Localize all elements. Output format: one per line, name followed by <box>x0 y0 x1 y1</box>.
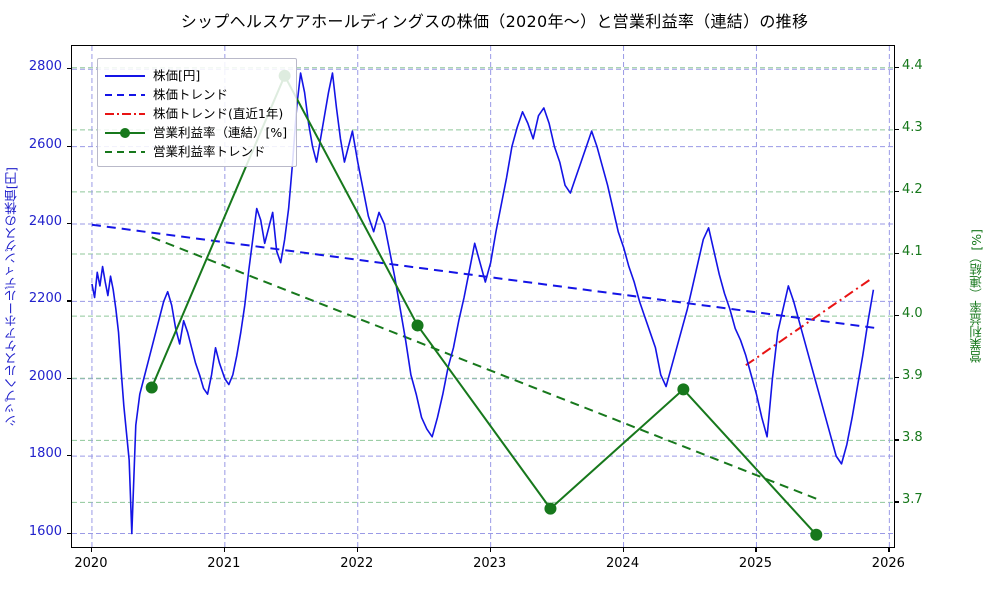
y-tick-left: 2400 <box>28 213 62 229</box>
y-tick-mark-right <box>895 253 899 255</box>
x-tick: 2022 <box>340 556 374 571</box>
legend-label: 株価トレンド <box>153 87 229 102</box>
y-tick-left: 2600 <box>28 136 62 152</box>
legend-swatch <box>105 106 145 120</box>
y-tick-mark-left <box>67 222 71 225</box>
y-tick-right: 3.8 <box>902 430 923 446</box>
chart-legend: 株価[円] 株価トレンド株価トレンド(直近1年) 営業利益率（連結）[%] 営業利益率… <box>97 58 298 167</box>
x-tick: 2026 <box>871 556 905 571</box>
x-tick-mark <box>223 548 226 552</box>
x-tick: 2020 <box>74 556 108 571</box>
legend-swatch <box>105 68 145 82</box>
y-tick-left: 1800 <box>28 446 62 462</box>
y-tick-mark-right <box>895 66 899 68</box>
x-tick-mark <box>90 548 93 552</box>
legend-item-4[interactable]: 営業利益率トレンド <box>105 141 287 160</box>
data-point-marker <box>810 528 823 541</box>
y-tick-right: 4.1 <box>902 244 923 260</box>
legend-item-1[interactable]: 株価トレンド <box>105 84 287 103</box>
x-tick-mark <box>489 548 491 552</box>
y-axis-right-label: 営業利益率（連結）[%] <box>966 45 986 548</box>
y-tick-mark-left <box>67 377 71 379</box>
chart-title: シップヘルスケアホールディングスの株価（2020年～）と営業利益率（連結）の推移 <box>180 12 809 31</box>
y-tick-mark-right <box>895 190 899 193</box>
data-point-marker <box>677 383 690 396</box>
y-tick-right: 3.9 <box>902 368 923 384</box>
legend-item-2[interactable]: 株価トレンド(直近1年) <box>105 103 287 122</box>
y-tick-mark-right <box>895 501 899 503</box>
y-tick-right: 4.2 <box>902 181 923 197</box>
x-tick-mark <box>622 548 624 552</box>
y-tick-mark-left <box>67 455 71 457</box>
x-tick: 2021 <box>207 556 241 571</box>
x-tick: 2023 <box>473 556 507 571</box>
y-tick-mark-left <box>67 68 71 70</box>
trendline <box>745 279 870 367</box>
y-tick-right: 3.7 <box>902 492 923 508</box>
x-tick-mark <box>356 548 358 552</box>
y-axis-right-label-text: 営業利益率（連結）[%] <box>968 229 984 364</box>
series-line <box>91 72 875 535</box>
y-tick-right: 4.0 <box>902 306 923 322</box>
y-tick-mark-left <box>67 300 71 302</box>
trendlines-group <box>91 223 877 500</box>
y-tick-mark-right <box>895 128 899 131</box>
legend-label: 株価[円] <box>153 68 201 83</box>
y-tick-left: 2200 <box>28 291 62 307</box>
legend-label: 株価トレンド(直近1年) <box>153 106 284 121</box>
y-tick-left: 2000 <box>28 368 62 384</box>
y-tick-mark-right <box>895 315 899 317</box>
x-tick: 2024 <box>606 556 640 571</box>
legend-swatch <box>105 125 145 139</box>
data-point-marker <box>544 502 557 515</box>
y-tick-right: 4.4 <box>902 57 923 73</box>
legend-label: 営業利益率トレンド <box>153 144 266 159</box>
data-point-marker <box>411 319 424 332</box>
y-tick-mark-left <box>67 145 71 147</box>
legend-item-0[interactable]: 株価[円] <box>105 65 287 84</box>
y-tick-right: 4.3 <box>902 119 923 135</box>
legend-swatch <box>105 144 145 158</box>
x-tick-mark <box>755 548 757 552</box>
y-tick-left: 2800 <box>28 59 62 75</box>
y-tick-mark-right <box>895 439 899 441</box>
y-tick-mark-left <box>67 532 71 534</box>
y-tick-left: 1600 <box>28 523 62 539</box>
legend-label: 営業利益率（連結）[%] <box>153 125 288 140</box>
x-tick-mark <box>888 548 890 552</box>
legend-item-3[interactable]: 営業利益率（連結）[%] <box>105 122 287 141</box>
y-tick-mark-right <box>895 377 899 379</box>
legend-swatch <box>105 87 145 101</box>
data-point-marker <box>145 381 158 394</box>
x-tick: 2025 <box>738 556 772 571</box>
